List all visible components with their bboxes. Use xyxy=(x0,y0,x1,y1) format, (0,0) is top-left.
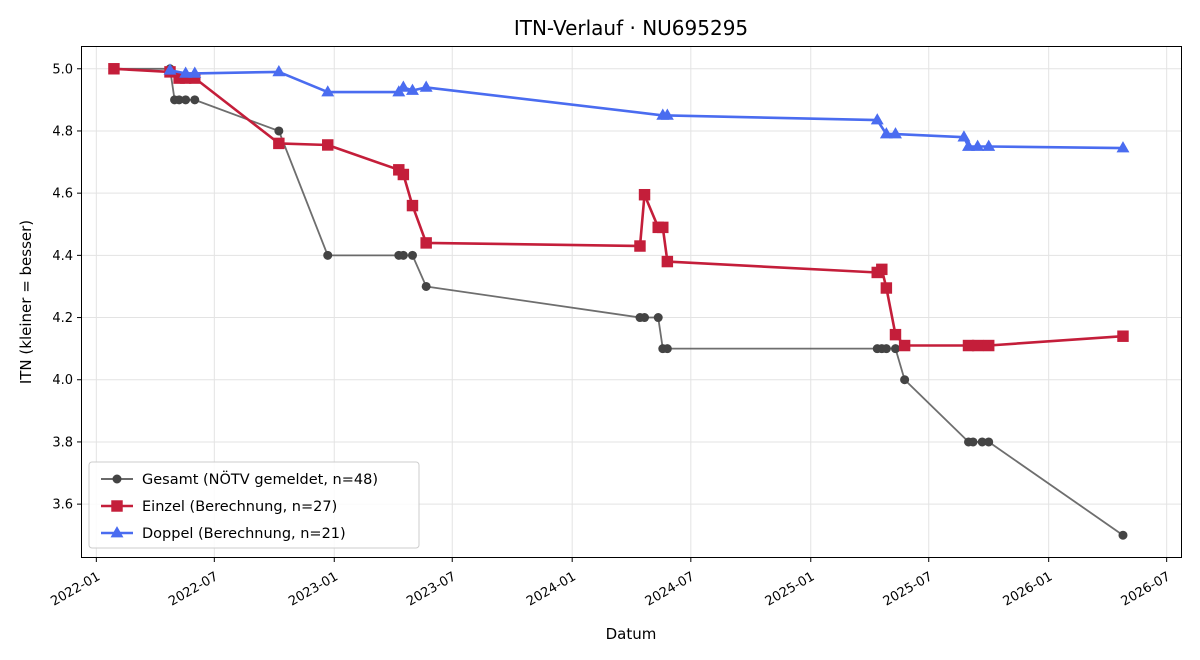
data-point-triangle xyxy=(879,127,893,139)
data-point-triangle xyxy=(179,66,193,78)
y-tick-label: 4.8 xyxy=(52,124,73,139)
y-tick-label: 4.6 xyxy=(52,187,73,202)
data-point-triangle xyxy=(889,127,902,139)
data-point-circle xyxy=(398,250,408,260)
series-1 xyxy=(108,63,1129,352)
legend-box xyxy=(88,461,420,549)
chart-title: ITN-Verlauf · NU695295 xyxy=(514,16,748,40)
data-point-circle xyxy=(407,250,417,260)
data-point-circle xyxy=(274,126,284,136)
data-point-square xyxy=(1117,330,1129,342)
grid-layer xyxy=(82,47,1181,557)
y-tick-label: 5.0 xyxy=(52,62,73,77)
y-tick-label: 3.6 xyxy=(52,498,73,513)
data-point-circle xyxy=(900,375,910,385)
data-point-square xyxy=(397,168,410,181)
series-2 xyxy=(163,63,1130,153)
legend-marker-triangle xyxy=(110,526,124,538)
data-point-triangle xyxy=(660,108,674,120)
data-point-circle xyxy=(421,281,431,291)
data-point-square xyxy=(876,263,888,276)
data-point-circle xyxy=(984,437,994,447)
y-axis-label: ITN (kleiner = besser) xyxy=(17,220,35,384)
data-point-square xyxy=(634,240,646,252)
data-point-circle xyxy=(190,95,200,105)
data-point-triangle xyxy=(870,113,884,125)
x-axis-label: Datum xyxy=(606,625,657,643)
data-point-circle xyxy=(323,250,333,260)
data-point-circle xyxy=(181,95,191,105)
data-point-triangle xyxy=(321,85,335,97)
data-point-triangle xyxy=(419,80,433,92)
legend-marker-square xyxy=(111,500,123,512)
data-point-circle xyxy=(890,344,900,354)
data-point-triangle xyxy=(272,64,286,77)
plot-frame xyxy=(81,46,1182,558)
data-point-triangle xyxy=(163,63,177,75)
data-point-triangle xyxy=(406,83,419,95)
data-point-triangle xyxy=(982,139,996,151)
data-point-square xyxy=(880,282,893,294)
legend: Gesamt (NÖTV gemeldet, n=48) Einzel (Bere… xyxy=(88,461,420,549)
y-tick-label: 3.8 xyxy=(52,435,73,450)
data-point-triangle xyxy=(971,139,985,151)
legend-label: Doppel (Berechnung, n=21) xyxy=(142,526,346,542)
series-layer xyxy=(108,63,1130,540)
y-tick-label: 4.2 xyxy=(52,311,73,326)
data-point-square xyxy=(889,328,902,341)
y-tick-label: 4.0 xyxy=(52,373,73,388)
data-point-triangle xyxy=(957,130,971,142)
data-point-square xyxy=(420,237,432,249)
data-point-square xyxy=(898,339,911,352)
data-point-square xyxy=(982,339,995,352)
data-point-circle xyxy=(1118,530,1128,540)
legend-label: Einzel (Berechnung, n=27) xyxy=(142,499,337,515)
legend-label: Gesamt (NÖTV gemeldet, n=48) xyxy=(142,470,378,488)
data-point-square xyxy=(273,137,285,150)
data-point-square xyxy=(638,188,651,201)
data-point-square xyxy=(971,339,984,352)
data-point-square xyxy=(322,139,334,151)
data-point-circle xyxy=(968,437,978,447)
data-point-triangle xyxy=(396,80,410,92)
legend-marker-circle xyxy=(112,474,122,484)
data-point-circle xyxy=(662,344,672,354)
data-point-circle xyxy=(881,344,891,354)
data-point-triangle xyxy=(1116,141,1130,153)
data-point-circle xyxy=(653,313,663,323)
data-point-circle xyxy=(640,313,650,323)
data-point-square xyxy=(661,255,674,268)
y-tick-label: 4.4 xyxy=(52,249,73,264)
data-point-triangle xyxy=(188,66,202,78)
data-point-square xyxy=(108,63,120,75)
data-point-triangle xyxy=(962,139,975,151)
data-point-square xyxy=(406,199,419,212)
data-point-square xyxy=(657,221,669,234)
